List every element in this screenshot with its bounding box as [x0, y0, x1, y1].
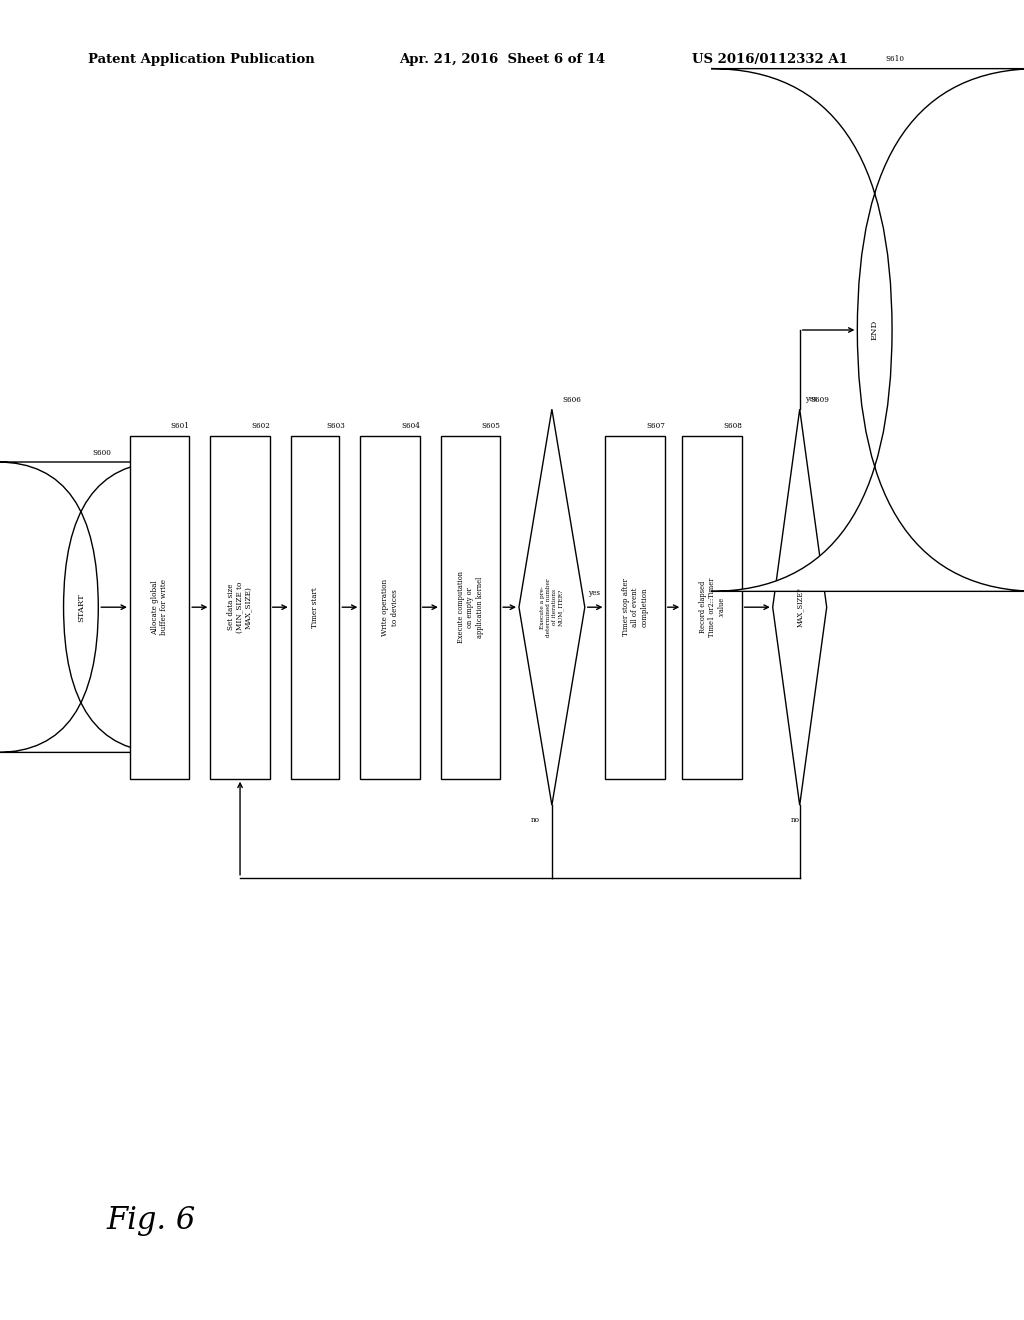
Polygon shape: [773, 409, 826, 805]
Text: S600: S600: [92, 449, 111, 457]
Bar: [440, 436, 500, 779]
Text: Patent Application Publication: Patent Application Publication: [88, 53, 315, 66]
Text: START: START: [77, 593, 85, 622]
Text: S602: S602: [251, 422, 270, 430]
Text: Timer start: Timer start: [311, 587, 319, 627]
Text: Timer stop after
all of event
completion: Timer stop after all of event completion: [622, 578, 648, 636]
Text: Fig. 6: Fig. 6: [106, 1205, 196, 1237]
Text: no: no: [530, 816, 540, 824]
Bar: [605, 436, 665, 779]
Bar: [130, 436, 189, 779]
Text: no: no: [791, 816, 800, 824]
Text: Record elapsed
Time1 or2::Timer
.value: Record elapsed Time1 or2::Timer .value: [698, 578, 725, 636]
FancyBboxPatch shape: [0, 462, 164, 752]
Text: US 2016/0112332 A1: US 2016/0112332 A1: [692, 53, 848, 66]
Bar: [291, 436, 339, 779]
Text: Apr. 21, 2016  Sheet 6 of 14: Apr. 21, 2016 Sheet 6 of 14: [399, 53, 605, 66]
Text: S610: S610: [886, 55, 904, 63]
Text: S601: S601: [171, 422, 189, 430]
Text: yes: yes: [805, 395, 817, 403]
Text: S607: S607: [646, 422, 665, 430]
Text: Write operation
to devices: Write operation to devices: [381, 578, 398, 636]
Text: S603: S603: [326, 422, 345, 430]
Text: Set data size
(MIN_SIZE to
MAX_SIZE): Set data size (MIN_SIZE to MAX_SIZE): [227, 582, 253, 632]
Text: yes: yes: [588, 589, 599, 597]
Text: S604: S604: [401, 422, 420, 430]
Text: Execute a pre-
determined number
of iterations
NUM_ITER?: Execute a pre- determined number of iter…: [541, 578, 563, 636]
Text: Allocate global
buffer for write: Allocate global buffer for write: [151, 579, 168, 635]
Bar: [360, 436, 420, 779]
Text: S609: S609: [811, 396, 829, 404]
Polygon shape: [519, 409, 585, 805]
Text: S608: S608: [723, 422, 741, 430]
Text: Execute computation
on empty or
application kernel: Execute computation on empty or applicat…: [458, 572, 483, 643]
Text: MAX_SIZE?: MAX_SIZE?: [796, 587, 804, 627]
Bar: [682, 436, 741, 779]
FancyBboxPatch shape: [711, 69, 1024, 591]
Text: S606: S606: [563, 396, 582, 404]
Bar: [210, 436, 269, 779]
Text: END: END: [870, 319, 879, 341]
Text: S605: S605: [481, 422, 501, 430]
